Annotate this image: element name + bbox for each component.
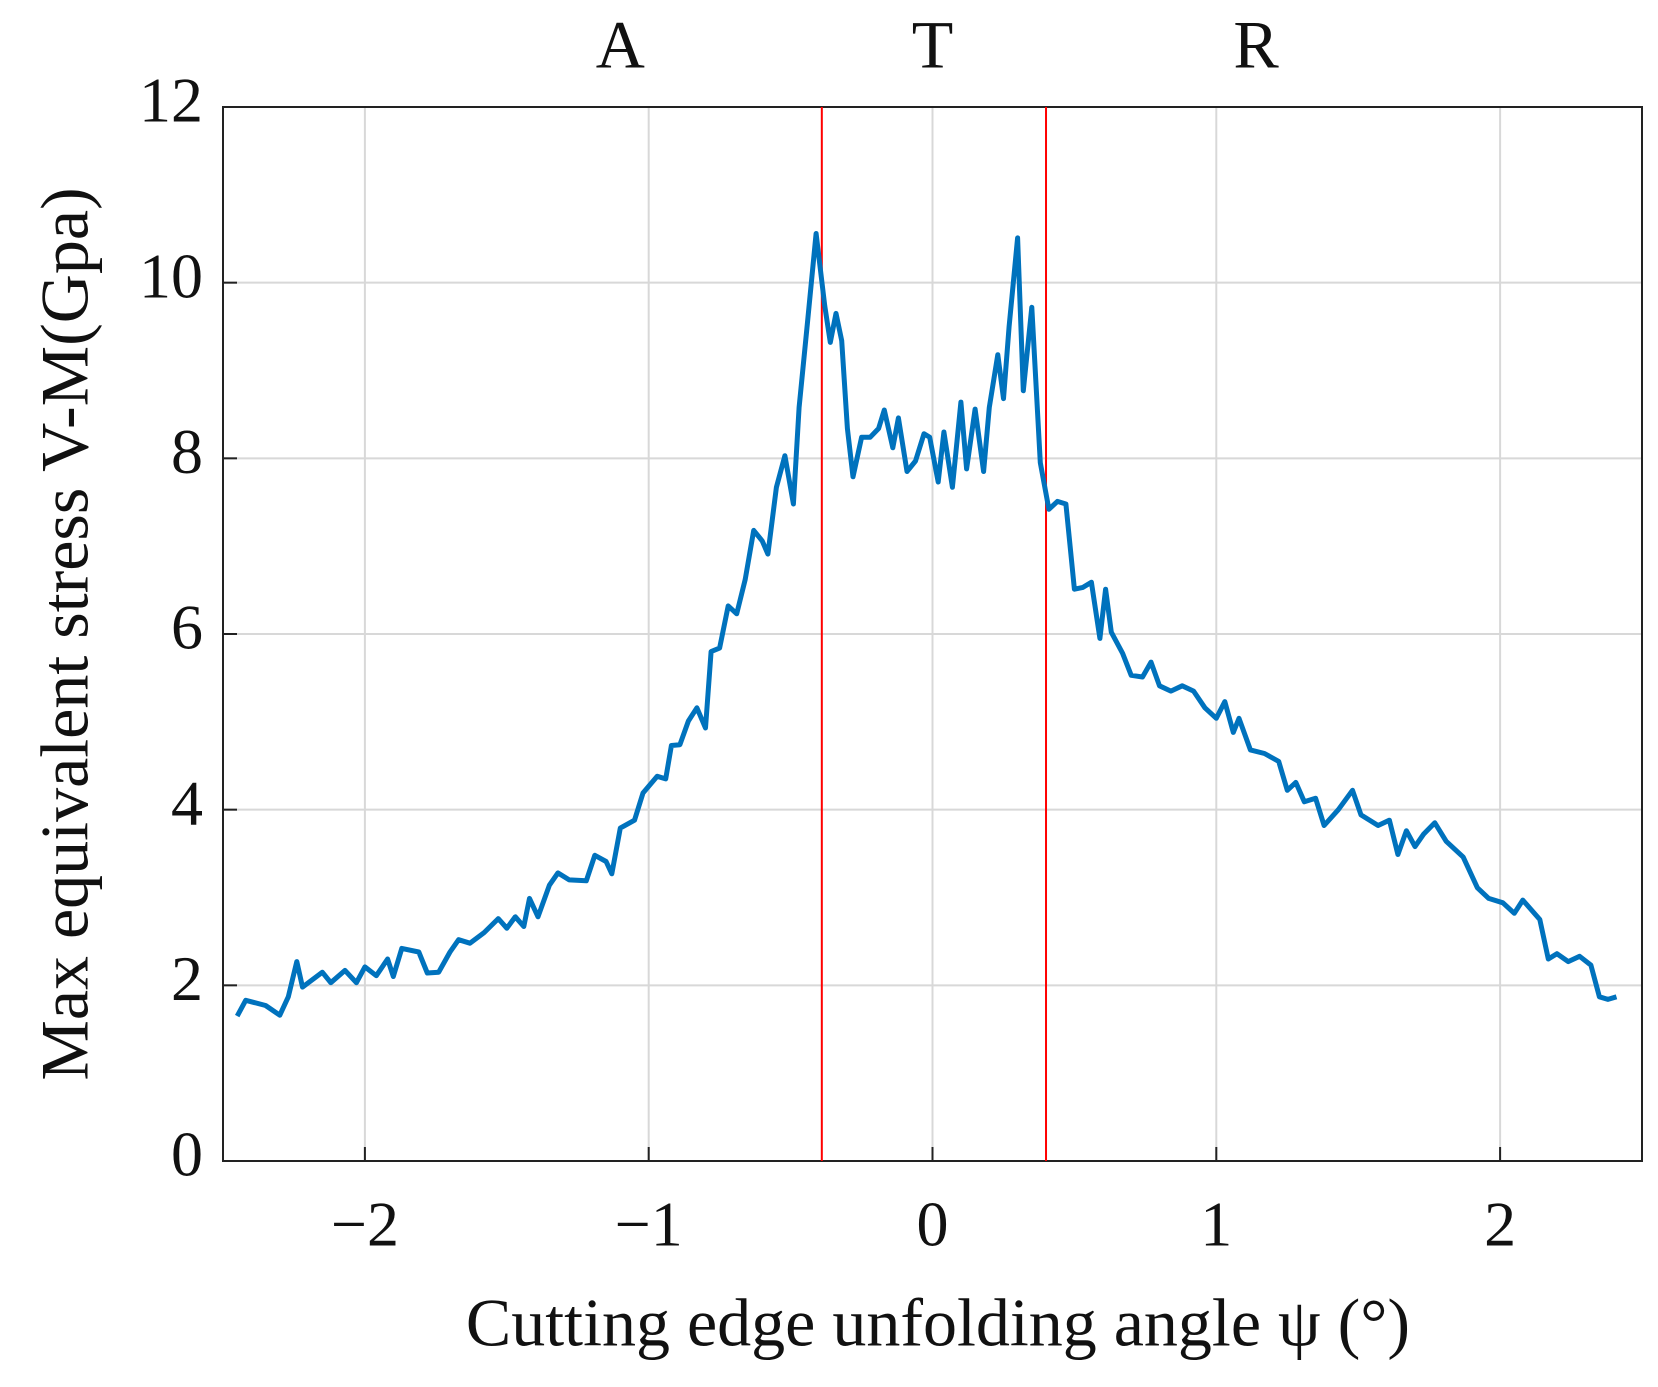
x-axis-label: Cutting edge unfolding angle ψ (°)	[466, 1285, 1410, 1361]
region-label: R	[1233, 7, 1279, 83]
y-axis-label: Max equivalent stress V-M(Gpa)	[27, 187, 103, 1080]
y-tick-label: 4	[171, 767, 203, 838]
y-tick-label: 2	[171, 943, 203, 1014]
x-tick-label: −1	[615, 1189, 683, 1260]
y-tick-label: 8	[171, 416, 203, 487]
x-tick-label: 2	[1484, 1189, 1516, 1260]
region-label: A	[596, 7, 645, 83]
y-tick-label: 10	[139, 240, 203, 311]
y-tick-label: 0	[171, 1119, 203, 1190]
data-line	[234, 231, 1618, 1018]
x-tick-label: 1	[1200, 1189, 1232, 1260]
x-tick-label: −2	[331, 1189, 399, 1260]
plot-frame	[222, 106, 1643, 1162]
x-tick-label: 0	[917, 1189, 949, 1260]
region-label: T	[912, 7, 954, 83]
y-tick-label: 12	[139, 65, 203, 136]
y-tick-label: 6	[171, 592, 203, 663]
